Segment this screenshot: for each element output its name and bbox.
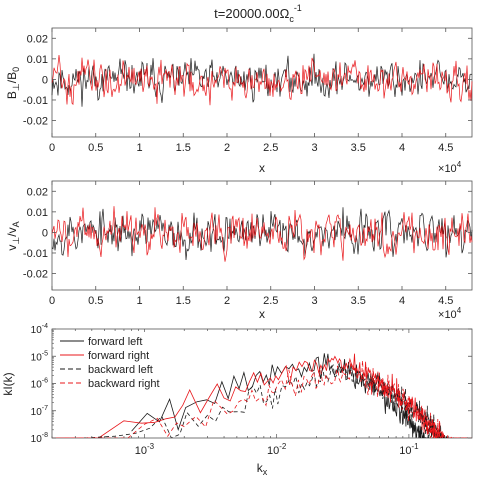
series-line	[51, 54, 473, 106]
panel-spectrum-series	[52, 353, 472, 438]
x-tick-label: 2	[224, 142, 230, 154]
x-tick-label: 1.5	[176, 295, 191, 307]
panel-v-perp-xlabel: x	[259, 307, 265, 321]
y-tick-label: 10-8	[31, 432, 48, 445]
y-tick-label: 10-5	[31, 350, 48, 363]
y-tick-label: -0.01	[23, 248, 48, 260]
panel-v-perp-xscale: ×104	[438, 306, 462, 321]
panel-v-perp-frame	[51, 180, 473, 291]
y-tick-label: 0	[42, 227, 48, 239]
legend-label: forward right	[88, 350, 149, 362]
legend-label: backward right	[88, 378, 160, 390]
panel-v-perp: 0 0.5 1 1.5 2 2.5 3 3.5 4 4.5-0.02-0.0100.010.02 …	[5, 180, 473, 321]
series-line	[51, 206, 473, 262]
panel-spectrum-axes: 10-3 10-2 10-1 10-8 10-7 10-6 10-5 10-4	[31, 323, 472, 457]
y-tick-label: -0.02	[23, 116, 48, 128]
panel-b-perp: 0 0.5 1 1.5 2 2.5 3 3.5 4 4.5-0.02-0.0100.010.02 …	[5, 27, 473, 175]
x-tick-label: 2	[224, 295, 230, 307]
panel-spectrum: 10-3 10-2 10-1 10-8 10-7 10-6 10-5 10-4 kI(k) k…	[1, 323, 473, 477]
spectrum-line	[131, 353, 472, 438]
x-tick-label: 2.5	[263, 295, 278, 307]
legend-label: backward left	[88, 364, 153, 376]
panel-b-perp-axes: 0 0.5 1 1.5 2 2.5 3 3.5 4 4.5 -0.02 -0.01 0 0.01 0.02	[23, 28, 472, 154]
spectrum-line	[52, 353, 472, 438]
y-tick-label: 10-7	[31, 405, 48, 418]
legend-label: forward left	[88, 336, 142, 348]
panel-b-perp-ylabel: B⊥/B0	[5, 67, 21, 99]
x-tick-label: 10-2	[267, 442, 287, 457]
series-line	[51, 207, 473, 261]
x-tick-label: 0	[49, 142, 55, 154]
legend: forward left forward right backward left ba…	[56, 332, 178, 392]
panel-b-perp-xlabel: x	[259, 161, 265, 175]
panel-v-perp-axes: 0 0.5 1 1.5 2 2.5 3 3.5 4 4.5 -0.02 -0.01 0 0.01 0.02	[23, 181, 472, 307]
x-tick-label: 1	[136, 295, 142, 307]
y-tick-label: 0.02	[27, 33, 48, 45]
y-tick-label: 10-4	[31, 323, 48, 336]
x-tick-label: 3	[311, 142, 317, 154]
panel-v-perp-series	[51, 206, 473, 262]
x-tick-label: 4.5	[438, 295, 453, 307]
panel-spectrum-ylabel: kI(k)	[1, 372, 15, 395]
y-tick-label: 0.01	[27, 207, 48, 219]
x-tick-label: 3.5	[351, 142, 366, 154]
x-tick-label: 0.5	[88, 142, 103, 154]
panel-b-perp-series	[51, 53, 473, 107]
panel-spectrum-xlabel: kx	[257, 461, 268, 477]
legend-background	[56, 332, 178, 392]
x-tick-label: 2.5	[263, 142, 278, 154]
x-tick-label: 10-1	[399, 442, 419, 457]
title-sub: c	[289, 14, 294, 24]
spectrum-line	[84, 361, 472, 438]
panel-v-perp-ylabel: v⊥/vA	[5, 221, 21, 250]
x-tick-label: 1.5	[176, 142, 191, 154]
y-tick-label: 0.01	[27, 54, 48, 66]
x-tick-label: 1	[136, 142, 142, 154]
x-tick-label: 0	[49, 295, 55, 307]
title-text: t=20000.00	[214, 6, 279, 21]
x-tick-label: 4.5	[438, 142, 453, 154]
x-tick-label: 0.5	[88, 295, 103, 307]
x-tick-label: 4	[399, 295, 405, 307]
title-symbol: Ω	[280, 6, 290, 21]
figure-title: t=20000.00Ωc-1	[214, 3, 302, 24]
x-tick-label: 4	[399, 142, 405, 154]
x-tick-label: 10-3	[135, 442, 155, 457]
title-sup: -1	[294, 3, 302, 13]
x-tick-label: 3.5	[351, 295, 366, 307]
y-tick-label: 10-6	[31, 378, 48, 391]
x-tick-label: 3	[311, 295, 317, 307]
y-tick-label: 0.02	[27, 186, 48, 198]
panel-b-perp-xscale: ×104	[438, 160, 462, 175]
y-tick-label: -0.02	[23, 269, 48, 281]
y-tick-label: -0.01	[23, 95, 48, 107]
y-tick-label: 0	[42, 74, 48, 86]
